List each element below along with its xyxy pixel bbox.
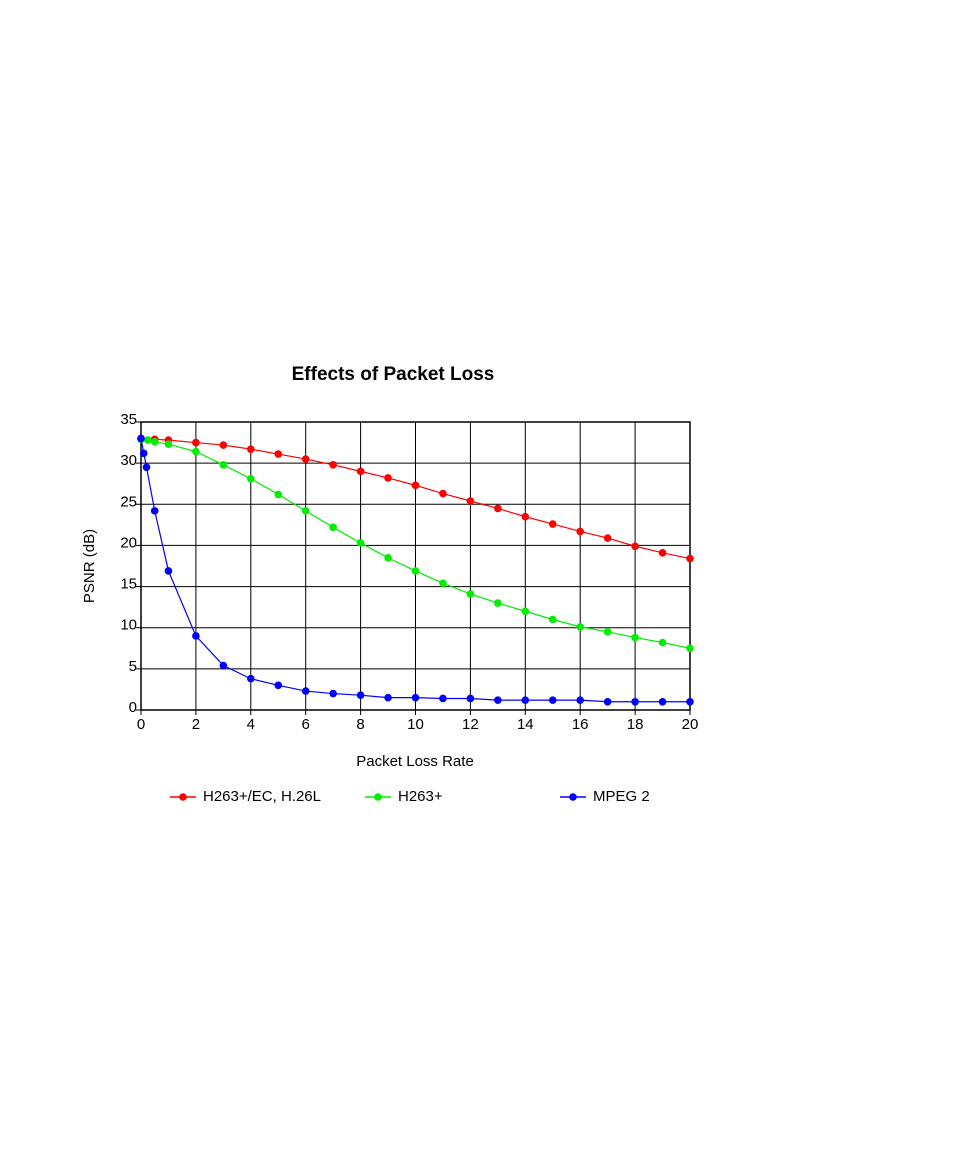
plot-frame <box>140 421 691 711</box>
data-point <box>658 638 667 647</box>
data-point <box>603 534 612 542</box>
y-axis-label: PSNR (dB) <box>81 529 98 603</box>
data-point <box>301 687 310 695</box>
x-axis-label: Packet Loss Rate <box>356 753 474 770</box>
data-point <box>466 497 475 505</box>
data-point <box>494 599 502 607</box>
data-point <box>219 661 228 670</box>
data-point <box>521 512 530 521</box>
data-point <box>274 450 283 458</box>
y-tick-label: 30 <box>120 452 137 469</box>
data-point <box>603 628 612 636</box>
y-tick-label: 20 <box>120 534 137 551</box>
data-point <box>548 520 557 528</box>
data-point <box>192 438 200 447</box>
data-point <box>686 644 694 653</box>
data-point <box>494 504 502 513</box>
data-point <box>384 553 392 562</box>
data-point <box>219 460 228 469</box>
data-point <box>576 696 584 704</box>
data-point <box>301 507 310 515</box>
data-point <box>548 696 557 704</box>
data-point <box>494 696 502 704</box>
series-line <box>140 438 690 703</box>
data-point <box>576 623 584 631</box>
x-tick-label: 2 <box>192 716 200 733</box>
data-point <box>576 527 584 536</box>
data-point <box>301 455 310 463</box>
x-tick-label: 12 <box>462 716 479 733</box>
x-tick-label: 18 <box>627 716 644 733</box>
data-point <box>411 567 420 575</box>
legend-marker <box>569 793 577 801</box>
data-point <box>521 607 530 616</box>
data-point <box>439 489 447 498</box>
data-point <box>247 474 255 483</box>
y-tick-label: 0 <box>129 699 137 716</box>
data-point <box>274 490 283 499</box>
data-point <box>150 507 159 515</box>
data-point <box>164 567 173 575</box>
data-point <box>658 697 667 706</box>
x-tick-label: 10 <box>407 716 424 733</box>
y-tick-label: 5 <box>129 658 137 675</box>
data-point <box>247 674 255 683</box>
data-point <box>192 632 200 640</box>
data-point <box>658 549 667 557</box>
data-point <box>356 467 365 476</box>
data-point <box>139 449 148 458</box>
data-point <box>631 542 639 551</box>
data-point <box>164 440 173 449</box>
data-point <box>439 694 447 703</box>
legend-label: H263+ <box>398 788 443 805</box>
data-point <box>466 590 475 598</box>
data-point <box>356 539 365 547</box>
x-tick-label: 20 <box>682 716 699 733</box>
x-tick-label: 16 <box>572 716 589 733</box>
data-point <box>411 481 420 490</box>
data-point <box>686 697 694 706</box>
data-point <box>548 615 557 624</box>
y-tick-label: 10 <box>120 617 137 634</box>
data-point <box>686 554 694 563</box>
y-tick-label: 15 <box>120 576 137 593</box>
data-point <box>329 689 337 698</box>
data-point <box>466 694 475 703</box>
data-point <box>144 436 152 444</box>
x-tick-label: 6 <box>302 716 310 733</box>
data-point <box>329 460 337 469</box>
data-point <box>274 681 283 690</box>
data-point <box>192 447 200 456</box>
data-point <box>142 463 151 472</box>
x-tick-label: 0 <box>137 716 145 733</box>
data-point <box>384 474 392 482</box>
legend-marker <box>179 793 187 801</box>
data-point <box>439 579 447 588</box>
data-point <box>356 691 365 699</box>
x-tick-label: 14 <box>517 716 534 733</box>
data-point <box>137 434 145 443</box>
legend-label: H263+/EC, H.26L <box>203 788 321 805</box>
data-point <box>150 437 159 446</box>
data-point <box>631 633 639 642</box>
y-tick-label: 25 <box>120 493 137 510</box>
data-point <box>247 445 255 453</box>
y-tick-label: 35 <box>120 411 137 428</box>
x-tick-label: 4 <box>247 716 255 733</box>
data-point <box>384 693 392 702</box>
series-line <box>140 437 691 560</box>
data-point <box>411 693 420 702</box>
data-point <box>631 697 639 706</box>
chart-title: Effects of Packet Loss <box>292 364 495 385</box>
x-tick-label: 8 <box>356 716 364 733</box>
data-point <box>219 441 228 449</box>
data-point <box>603 697 612 706</box>
data-point <box>521 696 530 704</box>
data-point <box>329 523 337 532</box>
legend-marker <box>374 793 382 801</box>
legend-label: MPEG 2 <box>593 788 650 805</box>
